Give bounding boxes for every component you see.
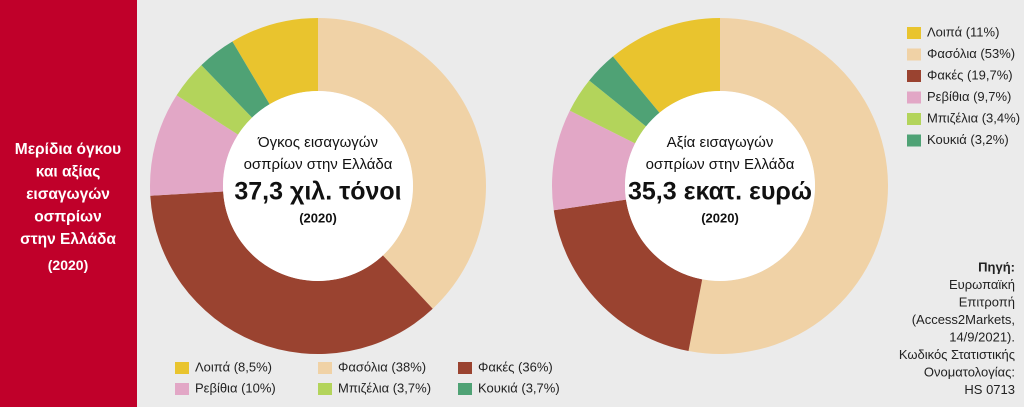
center-total: 35,3 εκατ. ευρώ: [628, 178, 812, 206]
donut-slice: [232, 18, 318, 105]
legend-label: Κουκιά (3,2%): [927, 132, 1009, 147]
sidebar-text: Μερίδια όγκου: [15, 141, 121, 158]
source-text: Ονοματολογίας:: [924, 364, 1015, 379]
center-year: (2020): [299, 210, 337, 225]
legend-label: Φασόλια (53%): [927, 46, 1015, 61]
legend-label: Κουκιά (3,7%): [478, 380, 560, 395]
source-text: Κωδικός Στατιστικής: [899, 347, 1015, 362]
legend-swatch: [318, 383, 332, 395]
source-text: Επιτροπή: [959, 294, 1015, 309]
donut-slice: [176, 65, 253, 135]
donut-slice: [688, 18, 888, 354]
donut-slice: [569, 80, 647, 144]
sidebar: [0, 0, 137, 407]
source-text: 14/9/2021).: [949, 329, 1015, 344]
center-year: (2020): [701, 210, 739, 225]
donut-slice: [553, 199, 703, 352]
legend-label: Φακές (19,7%): [927, 67, 1013, 82]
legend-label: Μπιζέλια (3,4%): [927, 110, 1020, 125]
donut-slice: [612, 18, 720, 113]
legend-swatch: [907, 48, 921, 61]
center-text: Αξία εισαγωγών: [667, 134, 774, 151]
sidebar-text: και αξίας: [36, 164, 101, 181]
center-text: οσπρίων στην Ελλάδα: [244, 156, 393, 173]
legend-swatch: [458, 362, 472, 374]
source-text: Ευρωπαϊκή: [949, 277, 1015, 292]
donut-slice: [318, 18, 487, 309]
legend-label: Λοιπά (8,5%): [195, 359, 272, 374]
legend-swatch: [907, 70, 921, 82]
donut-slice: [201, 41, 270, 118]
center-text: οσπρίων στην Ελλάδα: [646, 156, 795, 173]
center-text: Όγκος εισαγωγών: [257, 134, 378, 151]
legend-label: Μπιζέλια (3,7%): [338, 380, 431, 395]
legend-swatch: [175, 362, 189, 374]
source-text: Πηγή:: [978, 259, 1015, 274]
legend-label: Ρεβίθια (9,7%): [927, 89, 1011, 104]
sidebar-text: εισαγωγών: [26, 186, 110, 203]
legend-label: Φασόλια (38%): [338, 359, 426, 374]
legend-swatch: [175, 383, 189, 395]
source-text: HS 0713: [964, 382, 1015, 397]
legend-swatch: [907, 91, 921, 104]
donut-slice: [552, 110, 636, 211]
legend-swatch: [318, 362, 332, 374]
sidebar-text: στην Ελλάδα: [20, 231, 116, 248]
donut-hole: [625, 91, 815, 281]
legend-label: Ρεβίθια (10%): [195, 380, 276, 395]
donut-hole: [223, 91, 413, 281]
donut-slice: [150, 95, 239, 196]
donut-slice: [589, 56, 660, 127]
legend-swatch: [458, 383, 472, 395]
sidebar-text: οσπρίων: [34, 209, 102, 226]
legend-swatch: [907, 113, 921, 125]
legend-swatch: [907, 134, 921, 147]
center-total: 37,3 χιλ. τόνοι: [234, 178, 401, 206]
donut-slice: [150, 191, 433, 354]
legend-label: Λοιπά (11%): [927, 24, 999, 39]
legend-label: Φακές (36%): [478, 359, 553, 374]
legend-swatch: [907, 27, 921, 39]
source-text: (Access2Markets,: [912, 312, 1015, 327]
sidebar-text: (2020): [48, 257, 88, 273]
